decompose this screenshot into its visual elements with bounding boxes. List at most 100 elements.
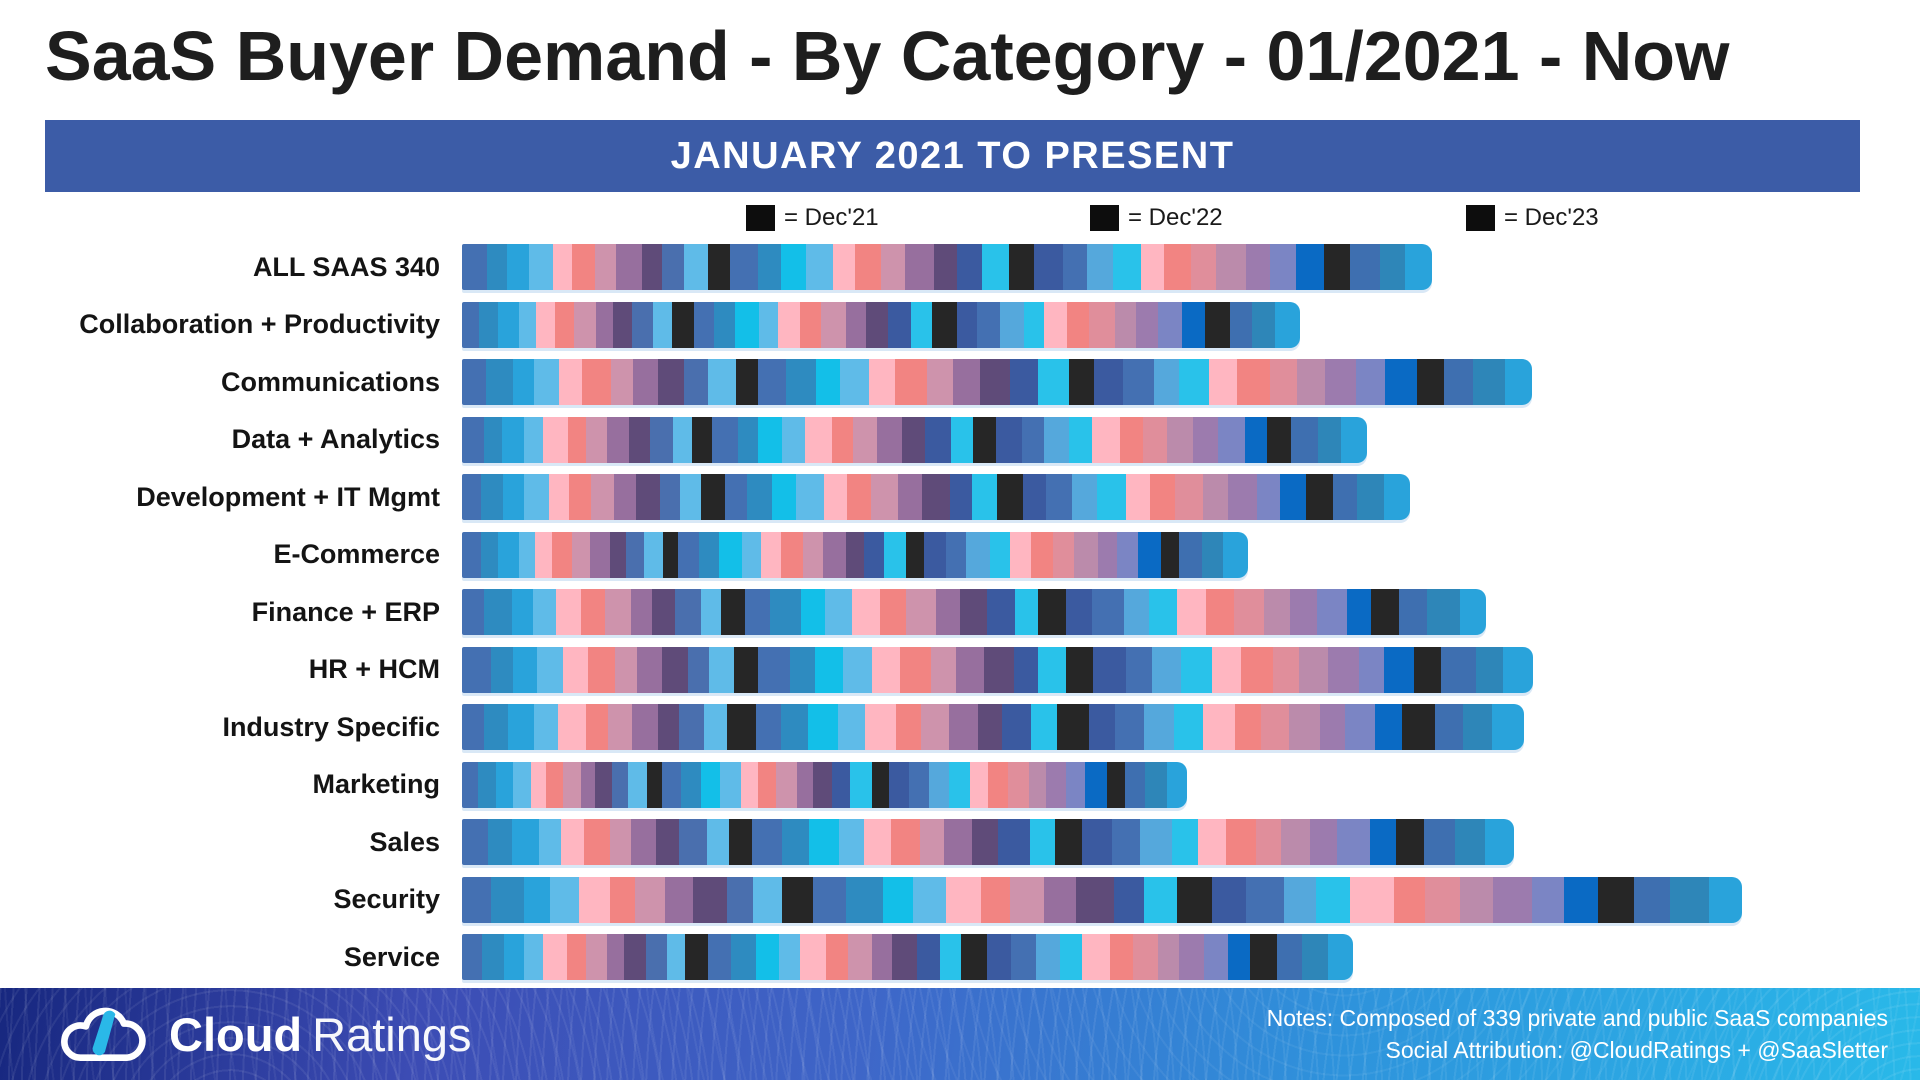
month-segment [1280, 474, 1306, 520]
month-segment [1202, 704, 1235, 750]
period-banner: JANUARY 2021 TO PRESENT [45, 120, 1860, 192]
month-segment [524, 934, 543, 980]
month-segment [776, 761, 797, 808]
month-segment [895, 359, 928, 405]
month-segment [1181, 646, 1213, 693]
month-segment [1010, 876, 1045, 923]
month-segment [573, 301, 597, 348]
month-segment [1369, 819, 1396, 865]
demand-bar [462, 876, 1742, 923]
month-segment [1358, 646, 1385, 693]
month-segment [1709, 876, 1742, 923]
month-segment [1089, 301, 1115, 348]
month-segment [633, 359, 658, 405]
december-marker-segment [1324, 244, 1350, 290]
month-segment [1405, 244, 1432, 290]
category-label: Industry Specific [222, 711, 440, 742]
month-segment [462, 531, 481, 578]
month-segment [497, 531, 519, 578]
month-segment [1092, 416, 1121, 463]
month-segment [625, 531, 644, 578]
month-segment [559, 359, 583, 405]
legend: = Dec'21 = Dec'22 = Dec'23 [0, 203, 1920, 237]
month-segment [1384, 474, 1410, 520]
month-segment [462, 589, 485, 635]
month-segment [744, 589, 771, 635]
month-segment [1088, 704, 1116, 750]
category-row: E-Commerce [0, 531, 1920, 578]
category-label: Finance + ERP [251, 596, 440, 627]
month-segment [1634, 876, 1670, 923]
month-segment [1244, 416, 1268, 463]
month-segment [781, 531, 803, 578]
month-segment [1206, 589, 1234, 635]
month-segment [1384, 646, 1414, 693]
month-segment [936, 589, 961, 635]
month-segment [662, 244, 684, 290]
month-segment [707, 934, 731, 980]
month-segment [675, 589, 701, 635]
month-segment [1067, 301, 1089, 348]
month-segment [1143, 876, 1177, 923]
month-segment [549, 474, 569, 520]
month-segment [1532, 876, 1564, 923]
category-row: Sales [0, 819, 1920, 865]
month-segment [1228, 934, 1251, 980]
month-segment [616, 244, 642, 290]
month-segment [823, 531, 846, 578]
month-segment [1113, 244, 1141, 290]
month-segment [905, 244, 934, 290]
month-segment [612, 761, 628, 808]
december-marker-segment [727, 704, 756, 750]
month-segment [558, 704, 586, 750]
month-segment [534, 704, 559, 750]
month-segment [719, 761, 741, 808]
category-label: Security [333, 884, 440, 914]
month-segment [1340, 416, 1367, 463]
december-marker-segment [663, 531, 679, 578]
month-segment [1356, 359, 1385, 405]
december-marker-segment [734, 646, 758, 693]
month-segment [1029, 819, 1055, 865]
month-segment [587, 646, 616, 693]
month-segment [1289, 589, 1318, 635]
month-segment [882, 876, 914, 923]
month-segment [496, 761, 513, 808]
month-segment [462, 416, 485, 463]
month-segment [951, 416, 973, 463]
month-segment [1459, 589, 1486, 635]
month-segment [585, 934, 607, 980]
month-segment [922, 474, 950, 520]
month-segment [800, 301, 821, 348]
month-segment [637, 646, 662, 693]
month-segment [795, 474, 825, 520]
demand-bar [462, 474, 1410, 520]
category-label: Communications [220, 366, 440, 397]
month-segment [981, 876, 1011, 923]
month-segment [1053, 531, 1075, 578]
demand-bar [462, 589, 1486, 635]
month-segment [897, 474, 923, 520]
black-square-icon [1466, 205, 1495, 231]
category-row: ALL SAAS 340 [0, 244, 1920, 290]
demand-strip-chart: ALL SAAS 340 Collaboration + Productivity… [0, 244, 1920, 992]
legend-item-dec23: = Dec'23 [1466, 203, 1599, 233]
month-segment [1209, 359, 1237, 405]
month-segment [649, 416, 674, 463]
month-segment [956, 646, 984, 693]
month-segment [533, 359, 560, 405]
month-segment [1149, 589, 1177, 635]
month-segment [1084, 761, 1108, 808]
month-segment [913, 876, 946, 923]
month-segment [901, 416, 926, 463]
month-segment [920, 819, 945, 865]
month-segment [850, 761, 872, 808]
month-segment [855, 244, 881, 290]
month-segment [1272, 646, 1300, 693]
month-segment [1171, 819, 1198, 865]
category-row: Communications [0, 359, 1920, 405]
month-segment [1135, 301, 1159, 348]
month-segment [507, 244, 529, 290]
month-segment [1492, 704, 1524, 750]
month-segment [704, 704, 728, 750]
